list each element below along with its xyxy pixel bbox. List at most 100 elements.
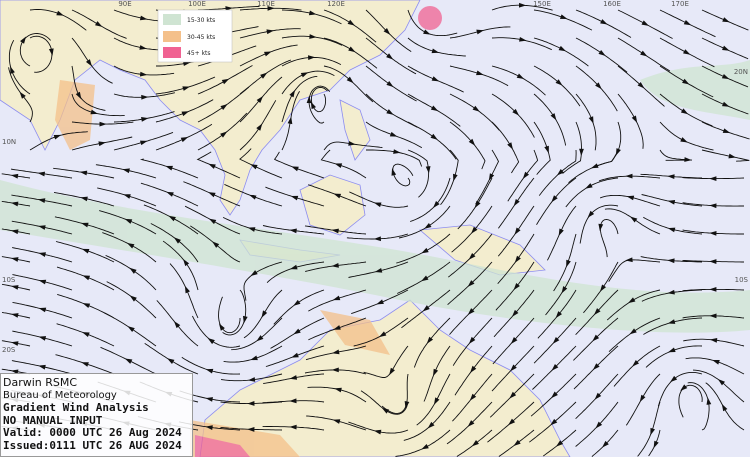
arrowhead [595, 421, 603, 429]
lon-label: 160E [603, 0, 621, 8]
arrowhead [509, 391, 517, 399]
arrowhead [722, 45, 730, 51]
arrowhead [640, 50, 648, 57]
arrowhead [306, 95, 312, 104]
arrowhead [668, 347, 676, 353]
legend-swatch [163, 47, 181, 58]
arrowhead [615, 148, 621, 156]
arrowhead [10, 66, 15, 74]
arrowhead [225, 6, 233, 11]
arrowhead [721, 101, 730, 107]
arrowhead [140, 140, 148, 146]
band-45 [195, 435, 250, 457]
arrowhead [555, 79, 563, 86]
arrowhead [391, 168, 397, 176]
arrowhead [592, 363, 600, 371]
arrowhead [309, 34, 317, 39]
arrowhead [182, 258, 190, 267]
arrowhead [551, 391, 558, 399]
arrowhead [421, 275, 429, 282]
arrowhead [221, 78, 230, 85]
arrowhead [430, 105, 439, 112]
arrowhead [469, 393, 477, 401]
arrowhead [453, 173, 458, 182]
arrowhead [38, 225, 46, 230]
arrowhead [289, 264, 298, 270]
arrowhead [287, 116, 293, 125]
arrowhead [19, 91, 26, 99]
arrowhead [551, 363, 559, 371]
arrowhead [256, 335, 264, 342]
arrowhead [207, 337, 215, 345]
arrowhead [10, 173, 19, 179]
arrowhead [289, 228, 297, 234]
arrowhead [79, 170, 88, 176]
arrowhead [261, 310, 268, 318]
arrowhead [310, 101, 316, 110]
arrowhead [511, 309, 519, 317]
arrowhead [598, 49, 606, 56]
arrowhead [627, 297, 636, 304]
arrowhead [10, 341, 19, 346]
arrowhead [173, 237, 181, 244]
arrowhead [124, 358, 133, 364]
arrowhead [717, 379, 725, 386]
arrowhead [629, 328, 637, 335]
arrowhead [476, 70, 484, 76]
arrowhead [266, 29, 274, 35]
arrowhead [709, 337, 718, 343]
arrowhead [556, 168, 564, 176]
arrowhead [471, 226, 478, 234]
lon-label: 90E [118, 0, 131, 8]
borneo [299, 174, 366, 236]
arrowhead [374, 267, 383, 273]
arrowhead [389, 367, 395, 376]
arrowhead [637, 81, 645, 89]
arrowhead [514, 227, 521, 235]
arrowhead [38, 252, 46, 257]
arrowhead [424, 223, 432, 229]
arrowhead [653, 440, 659, 449]
arrowhead [667, 174, 675, 180]
arrowhead [433, 368, 439, 377]
arrowhead [625, 173, 633, 179]
arrowhead [10, 201, 19, 207]
arrowhead [82, 332, 90, 338]
arrowhead [347, 19, 355, 26]
arrowhead [165, 165, 173, 171]
arrowhead [431, 48, 440, 54]
arrowhead [423, 29, 431, 35]
arrowhead [290, 195, 299, 201]
arrowhead [558, 45, 567, 52]
legend-swatch [163, 14, 181, 25]
arrowhead [208, 218, 217, 225]
arrowhead [123, 194, 131, 199]
arrowhead [544, 145, 549, 154]
arrowhead [468, 253, 476, 260]
lat-label: 20S [2, 346, 16, 354]
arrowhead [373, 236, 381, 242]
agency: Bureau of Meteorology [3, 389, 117, 401]
arrowhead [127, 326, 135, 333]
arrowhead [90, 109, 99, 115]
arrowhead [626, 195, 635, 201]
arrowhead [256, 123, 263, 131]
arrowhead [129, 295, 137, 302]
arrowhead [512, 108, 520, 116]
arrowhead [208, 163, 216, 169]
arrowhead [129, 267, 137, 274]
arrowhead [426, 336, 434, 344]
arrowhead [425, 166, 431, 174]
arrowhead [728, 153, 736, 159]
arrowhead [184, 285, 190, 294]
band-15-30 [0, 180, 750, 333]
arrowhead [625, 257, 633, 263]
arrowhead [289, 424, 297, 430]
arrowhead [670, 375, 678, 383]
arrowhead [680, 108, 689, 115]
lat-label: 10S [735, 276, 749, 284]
arrowhead [631, 115, 638, 123]
arrowhead [683, 49, 691, 55]
arrowhead [682, 78, 690, 85]
arrowhead [683, 19, 692, 26]
